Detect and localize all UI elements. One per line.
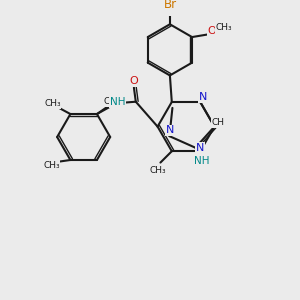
Text: CH₃: CH₃ [149,166,166,175]
Text: N: N [166,125,175,136]
Text: CH₃: CH₃ [104,97,120,106]
Text: NH: NH [194,156,210,166]
Text: Br: Br [164,0,177,11]
Text: CH₃: CH₃ [43,161,60,170]
Text: CH₃: CH₃ [216,23,232,32]
Text: CH₃: CH₃ [44,99,61,108]
Text: NH: NH [110,97,125,107]
Text: O: O [208,26,216,36]
Text: N: N [196,143,204,153]
Text: CH: CH [212,118,225,127]
Text: O: O [130,76,138,86]
Text: N: N [199,92,207,102]
